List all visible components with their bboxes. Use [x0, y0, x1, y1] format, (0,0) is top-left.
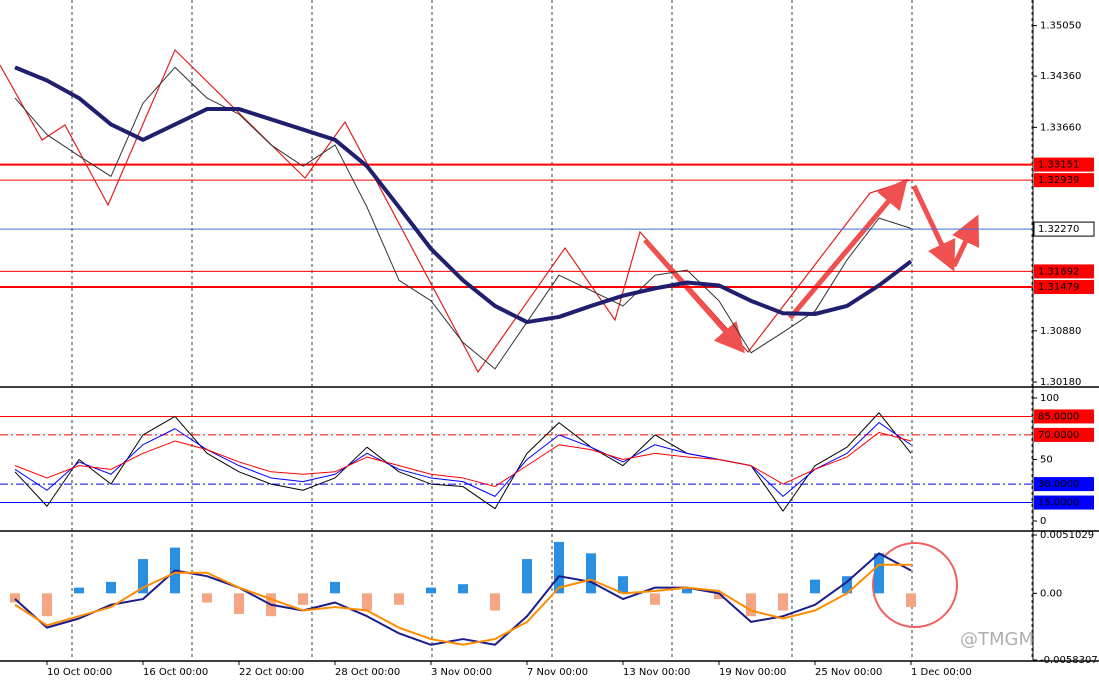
level-label-box: [1034, 427, 1094, 442]
arrow: [788, 178, 908, 320]
x-tick-label: 16 Oct 00:00: [143, 667, 208, 678]
level-label-box: [1034, 279, 1094, 294]
histogram-bar: [298, 593, 308, 605]
histogram-bar: [906, 593, 916, 608]
y-tick-label: 0.00: [1040, 588, 1062, 599]
arrows: [643, 178, 980, 354]
y-tick-label: 1.35050: [1040, 21, 1081, 32]
x-tick-label: 3 Nov 00:00: [431, 667, 492, 678]
x-tick-label: 28 Oct 00:00: [335, 667, 400, 678]
y-tick-label: 1.33660: [1040, 122, 1081, 133]
histogram-bar: [234, 593, 244, 614]
histogram-bar: [842, 576, 852, 594]
highlight-circle: [872, 542, 958, 628]
histogram-bar: [522, 559, 532, 594]
histogram-bar: [618, 576, 628, 594]
x-tick-label: 19 Nov 00:00: [719, 667, 786, 678]
level-label: 15.0000: [1038, 498, 1079, 509]
level-label-box: [1033, 221, 1095, 237]
histogram-bar: [426, 587, 436, 594]
series-line: [14, 431, 912, 488]
series-line: [14, 563, 911, 646]
level-label: 1.31479: [1038, 282, 1079, 293]
series-line: [14, 66, 912, 370]
x-tick-label: 1 Dec 00:00: [911, 667, 972, 678]
arrow: [911, 184, 956, 272]
histogram-bar: [330, 581, 340, 594]
y-tick-label: 50: [1040, 454, 1053, 465]
histogram-bar: [714, 593, 724, 600]
level-label: 1.33151: [1038, 160, 1079, 171]
y-tick-label: 0: [1040, 516, 1046, 527]
level-label: 1.31692: [1038, 266, 1079, 277]
y-tick-label: 1.34360: [1040, 71, 1081, 82]
histogram-bar: [362, 593, 372, 611]
level-label-box: [1034, 495, 1094, 510]
histogram-bar: [138, 559, 148, 594]
histogram-bar: [42, 593, 52, 617]
histogram-bar: [458, 584, 468, 594]
level-label: 70.0000: [1038, 430, 1079, 441]
arrow: [643, 238, 745, 354]
histogram-bar: [490, 593, 500, 611]
histogram-bar: [650, 593, 660, 605]
level-label-box: [1034, 477, 1094, 492]
histogram-bar: [10, 593, 20, 603]
histogram-bar: [554, 541, 564, 594]
histogram-bar: [874, 553, 884, 594]
y-tick-label: 1.30180: [1040, 377, 1081, 388]
x-tick-label: 13 Nov 00:00: [623, 667, 690, 678]
histogram-bar: [586, 553, 596, 594]
watermark: @TMGM: [960, 629, 1034, 650]
series-line: [14, 412, 912, 512]
level-label: 30.0000: [1038, 479, 1079, 490]
grid-layer: [0, 0, 1099, 662]
x-tick-label: 22 Oct 00:00: [239, 667, 304, 678]
histogram-bar: [74, 587, 84, 594]
x-tick-label: 25 Nov 00:00: [815, 667, 882, 678]
series-line: [14, 422, 912, 497]
level-label: 1.32270: [1038, 224, 1079, 235]
level-label-box: [1034, 409, 1094, 424]
series-line: [14, 65, 913, 325]
histogram-bar: [778, 593, 788, 611]
level-label-box: [1034, 264, 1094, 279]
x-tick-label: 10 Oct 00:00: [47, 667, 112, 678]
y-tick-label: 100: [1040, 393, 1059, 404]
x-tick-label: 7 Nov 00:00: [527, 667, 588, 678]
y-tick-label: 1.30880: [1040, 326, 1081, 337]
level-label-box: [1034, 173, 1094, 188]
level-label-box: [1034, 157, 1094, 172]
histogram-bar: [106, 581, 116, 594]
series-line: [14, 552, 912, 646]
histogram-bar: [202, 593, 212, 603]
y-tick-label: -0.0058307: [1040, 655, 1098, 666]
y-tick-label: 0.0051029: [1040, 530, 1094, 541]
arrow: [951, 214, 980, 268]
level-label: 1.32939: [1038, 175, 1079, 186]
histogram-bar: [810, 579, 820, 594]
level-label: 85.0000: [1038, 411, 1079, 422]
histogram-bar: [682, 587, 692, 594]
histogram-bar: [746, 593, 756, 617]
histogram-bar: [394, 593, 404, 605]
